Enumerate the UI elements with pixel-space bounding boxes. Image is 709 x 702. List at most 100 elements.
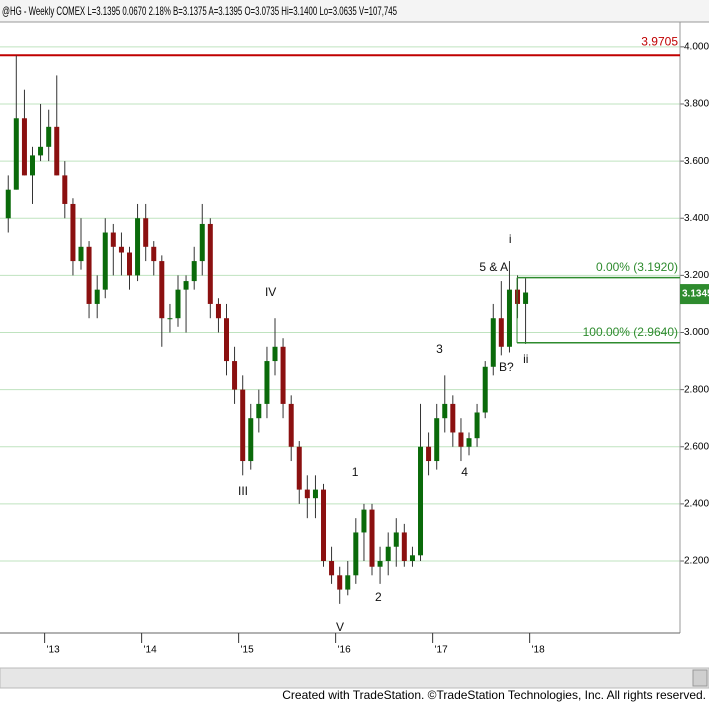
candle-body — [110, 232, 116, 247]
candle-body — [29, 155, 35, 176]
candle-body — [490, 318, 496, 367]
wave-label: i — [509, 232, 512, 246]
x-tick-label: '18 — [532, 645, 545, 656]
candle-body — [167, 318, 173, 320]
candle-body — [135, 218, 141, 276]
y-tick-label: 2.4000 — [684, 499, 709, 510]
candle-body — [426, 446, 432, 462]
y-tick-label: 3.4000 — [684, 213, 709, 224]
wave-label: III — [238, 484, 248, 498]
candle-body — [434, 418, 440, 462]
wave-label: ii — [523, 352, 528, 366]
y-tick-label: 3.2000 — [684, 270, 709, 281]
candle-body — [523, 292, 529, 304]
candle-body — [264, 361, 270, 404]
candle-body — [329, 561, 335, 576]
candle-body — [94, 289, 100, 304]
candle-body — [70, 203, 76, 262]
wave-label: 1 — [352, 465, 359, 479]
candle-body — [224, 318, 230, 362]
candle-body — [215, 303, 221, 319]
candle-body — [183, 281, 189, 290]
candle-body — [385, 546, 391, 562]
y-tick-label: 2.8000 — [684, 384, 709, 395]
candle-body — [159, 261, 165, 319]
candle-body — [86, 246, 92, 304]
candle-body — [54, 126, 60, 176]
scrollbar[interactable] — [0, 667, 709, 689]
candle-body — [199, 223, 205, 262]
candle-body — [458, 432, 464, 447]
candle-body — [191, 261, 197, 282]
y-tick-label: 3.0000 — [684, 327, 709, 338]
wave-label: B? — [499, 360, 514, 374]
header-bar — [0, 0, 709, 22]
candle-body — [5, 189, 11, 219]
wave-label: 5 & A — [479, 260, 508, 274]
candle-body — [369, 509, 375, 567]
candle-body — [288, 403, 294, 447]
x-tick-label: '16 — [338, 645, 351, 656]
candle-body — [102, 232, 108, 290]
y-tick-label: 2.6000 — [684, 441, 709, 452]
candle-body — [312, 489, 318, 499]
candle-body — [418, 446, 424, 556]
y-tick-label: 2.2000 — [684, 556, 709, 567]
x-tick-label: '13 — [47, 645, 60, 656]
candle-body — [240, 389, 246, 462]
footer-text: Created with TradeStation. ©TradeStation… — [282, 688, 706, 702]
candle-body — [38, 146, 44, 156]
scroll-button[interactable] — [692, 669, 708, 687]
candle-body — [13, 118, 19, 190]
y-tick-label: 4.0000 — [684, 41, 709, 52]
candle-body — [46, 126, 52, 147]
candle-body — [175, 289, 181, 319]
wave-label: IV — [265, 285, 276, 299]
candle-body — [62, 175, 68, 204]
candle-body — [450, 403, 456, 433]
candle-body — [498, 318, 504, 347]
candle-body — [474, 412, 480, 439]
candle-body — [361, 509, 367, 533]
candle-body — [393, 532, 399, 547]
wave-label: 2 — [375, 590, 382, 604]
x-tick-label: '14 — [144, 645, 157, 656]
candle-body — [345, 575, 351, 590]
candle-body — [232, 361, 238, 390]
candle-body — [296, 446, 302, 490]
candle-body — [256, 403, 262, 419]
candle-body — [506, 289, 512, 347]
candle-body — [143, 218, 149, 247]
wave-label: V — [336, 620, 344, 634]
candle-body — [482, 366, 488, 413]
fib-label: 100.00% (2.9640) — [583, 325, 678, 339]
candle-body — [280, 346, 286, 404]
x-tick-label: '17 — [435, 645, 448, 656]
y-tick-label: 3.6000 — [684, 156, 709, 167]
candle-body — [377, 561, 383, 567]
candle-body — [21, 118, 27, 176]
candle-body — [78, 246, 84, 262]
y-tick-label: 3.8000 — [684, 99, 709, 110]
candle-body — [353, 532, 359, 576]
fib-label: 0.00% (3.1920) — [596, 260, 678, 274]
last-price-box — [680, 284, 709, 305]
candle-body — [151, 246, 157, 262]
reference-label: 3.9705 — [641, 34, 678, 48]
last-price-label: 3.1345 — [682, 289, 709, 300]
candle-body — [337, 575, 343, 590]
candle-body — [409, 555, 415, 562]
candle-body — [207, 223, 213, 304]
candle-body — [466, 438, 472, 447]
candle-body — [127, 252, 133, 276]
candle-body — [118, 246, 124, 253]
header-text: @HG - Weekly COMEX L=3.1395 0.0670 2.18%… — [2, 4, 397, 18]
candle-body — [442, 403, 448, 419]
x-tick-label: '15 — [241, 645, 254, 656]
wave-label: 4 — [461, 465, 468, 479]
candle-body — [248, 418, 254, 462]
candle-body — [304, 489, 310, 499]
candle-body — [321, 489, 327, 562]
